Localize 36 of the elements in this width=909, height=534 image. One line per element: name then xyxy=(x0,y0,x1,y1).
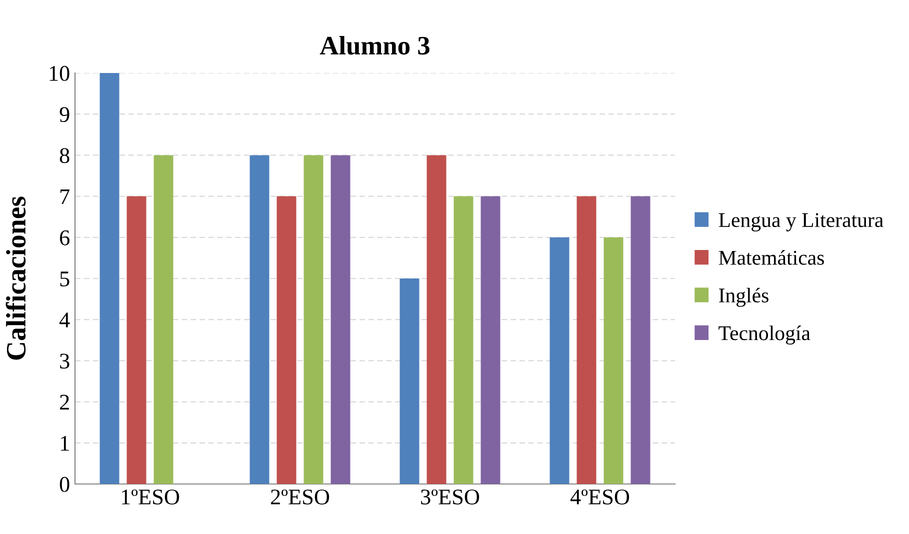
y-tick-label: 10 xyxy=(50,66,70,81)
bar xyxy=(304,155,324,484)
x-tick-label: 2ºESO xyxy=(270,490,330,504)
y-tick-label: 5 xyxy=(60,272,70,286)
y-tick-label: 7 xyxy=(60,189,70,204)
legend-label: Tecnología xyxy=(718,326,810,345)
y-tick-label: 3 xyxy=(60,354,70,369)
x-tick-label: 4ºESO xyxy=(570,490,630,504)
bar xyxy=(604,237,624,484)
y-tick-label: 0 xyxy=(60,476,70,492)
bar xyxy=(330,155,350,484)
x-tick-label: 1ºESO xyxy=(122,490,180,504)
bar xyxy=(126,196,146,484)
y-tick-label: 2 xyxy=(60,394,69,410)
legend-label: Inglés xyxy=(719,288,768,307)
chart-title: Alumno 3 xyxy=(320,36,430,55)
y-tick-label: 6 xyxy=(60,230,70,246)
y-tick-label: 1 xyxy=(60,436,69,451)
legend-label: Matemáticas xyxy=(718,250,824,265)
bar xyxy=(454,196,474,484)
bar xyxy=(100,73,120,484)
bar xyxy=(426,155,446,484)
y-axis-title: Calificaciones xyxy=(6,196,26,360)
bar xyxy=(250,155,270,484)
legend-label: Lengua y Literatura xyxy=(718,213,884,232)
x-tick-label: 3ºESO xyxy=(421,490,480,504)
bar xyxy=(400,278,420,484)
y-tick-label: 4 xyxy=(59,312,70,328)
bar xyxy=(576,196,596,484)
bar xyxy=(630,196,650,484)
bar xyxy=(154,155,174,484)
bar xyxy=(276,196,296,484)
bar xyxy=(480,196,500,484)
bar xyxy=(550,237,570,484)
y-tick-label: 8 xyxy=(60,148,70,164)
y-tick-label: 9 xyxy=(60,107,70,122)
